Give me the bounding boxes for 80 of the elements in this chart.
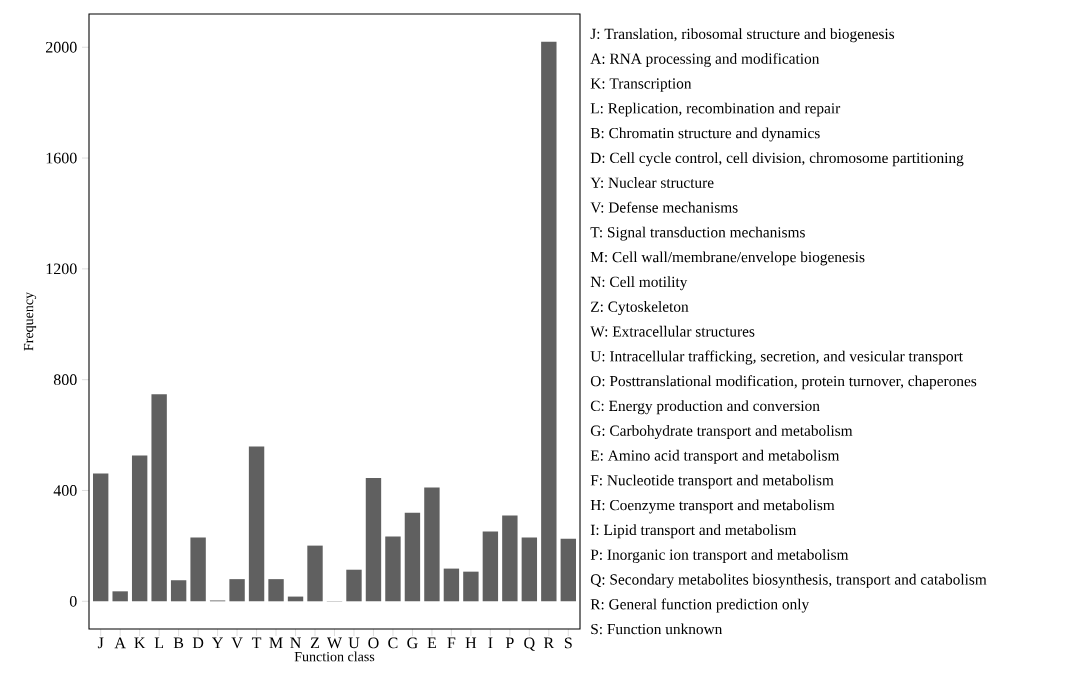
- x-tick-label: M: [269, 637, 283, 649]
- y-axis-title: Frequency: [23, 292, 37, 351]
- text: A: RNA processing and modification: [590, 52, 820, 68]
- text: S: Function unknown: [591, 623, 723, 635]
- x-tick-label: T: [251, 637, 262, 649]
- text: T: Signal transduction mechanisms: [590, 226, 805, 241]
- bar: [404, 512, 421, 602]
- x-tick-label: L: [154, 637, 164, 649]
- text: L: Replication, recombination and repair: [590, 102, 841, 117]
- x-tick-label: H: [465, 637, 477, 649]
- y-tick-label: 2000: [46, 41, 77, 53]
- bar: [131, 455, 148, 602]
- text: M: Cell wall/membrane/envelope biogenesis: [590, 251, 865, 266]
- bar: [365, 478, 382, 602]
- x-tick-label: I: [488, 637, 493, 649]
- x-tick-label: E: [427, 637, 437, 649]
- x-tick-label: U: [348, 637, 360, 649]
- y-tick-label: 800: [53, 374, 77, 386]
- text: P: Inorganic ion transport and metabolism: [590, 549, 849, 564]
- y-tick-label: 1200: [46, 263, 77, 275]
- x-tick-label: F: [447, 637, 456, 649]
- text: N: Cell motility: [590, 276, 688, 291]
- bar: [170, 580, 187, 602]
- x-tick-label: N: [290, 637, 301, 649]
- bar: [112, 591, 128, 602]
- x-tick-label: Z: [310, 637, 320, 649]
- x-tick-label: Y: [212, 637, 223, 649]
- x-tick-label: B: [173, 637, 184, 649]
- text: U: Intracellular trafficking, secretion, and vesicular transport: [590, 350, 963, 365]
- text: V: Defense mechanisms: [590, 201, 738, 213]
- text: Y: Nuclear structure: [590, 177, 714, 188]
- text: O: Posttranslational modification, protein turnover, chaperones: [590, 375, 977, 390]
- bar: [541, 41, 557, 602]
- bar: [443, 568, 460, 602]
- text: J: Translation, ribosomal structure and biogenesis: [590, 28, 895, 43]
- y-tick-label: 1600: [46, 152, 77, 164]
- text: W: Extracellular structures: [590, 325, 755, 337]
- x-tick-label: D: [192, 637, 204, 649]
- x-tick-label: O: [368, 637, 379, 649]
- y-tick-label: 400: [53, 485, 77, 496]
- text: D: Cell cycle control, cell division, chromosome partitioning: [590, 152, 964, 167]
- bar: [502, 515, 518, 602]
- text: C: Energy production and conversion: [590, 400, 820, 415]
- text: R: General function prediction only: [590, 598, 810, 613]
- x-tick-label: G: [407, 637, 418, 649]
- x-tick-label: R: [543, 637, 555, 649]
- y-tick-label: 0: [69, 595, 77, 607]
- text: K: Transcription: [590, 78, 692, 92]
- text: I: Lipid transport and metabolism: [590, 524, 797, 539]
- bar: [521, 537, 538, 602]
- x-tick-label: S: [564, 637, 572, 649]
- text: B: Chromatin structure and dynamics: [590, 127, 820, 142]
- x-tick-label: J: [97, 637, 104, 649]
- text: G: Carbohydrate transport and metabolism: [590, 425, 853, 440]
- bar: [229, 579, 245, 602]
- bar: [482, 531, 499, 602]
- x-tick-label: K: [134, 637, 146, 649]
- x-tick-label: V: [231, 637, 243, 649]
- text: H: Coenzyme transport and metabolism: [590, 499, 835, 514]
- bar: [190, 537, 206, 602]
- bar: [92, 473, 109, 602]
- bar: [151, 394, 167, 602]
- bar: [463, 571, 479, 602]
- bar: [248, 446, 265, 602]
- x-tick-label: Q: [524, 637, 535, 651]
- x-tick-label: P: [505, 637, 514, 649]
- bar: [385, 536, 401, 602]
- x-axis-title: Function class: [294, 651, 375, 662]
- text: Z: Cytoskeleton: [591, 301, 689, 316]
- bar: [307, 545, 323, 602]
- text: F: Nucleotide transport and metabolism: [590, 474, 834, 489]
- bar: [346, 569, 362, 602]
- bar: [268, 579, 284, 602]
- text: Q: Secondary metabolites biosynthesis, transport and catabolism: [590, 573, 987, 588]
- bar: [560, 538, 577, 602]
- x-tick-label: W: [326, 637, 343, 649]
- x-tick-label: A: [114, 637, 126, 649]
- text: E: Amino acid transport and metabolism: [590, 449, 840, 464]
- bar: [424, 487, 440, 602]
- x-tick-label: C: [388, 637, 398, 649]
